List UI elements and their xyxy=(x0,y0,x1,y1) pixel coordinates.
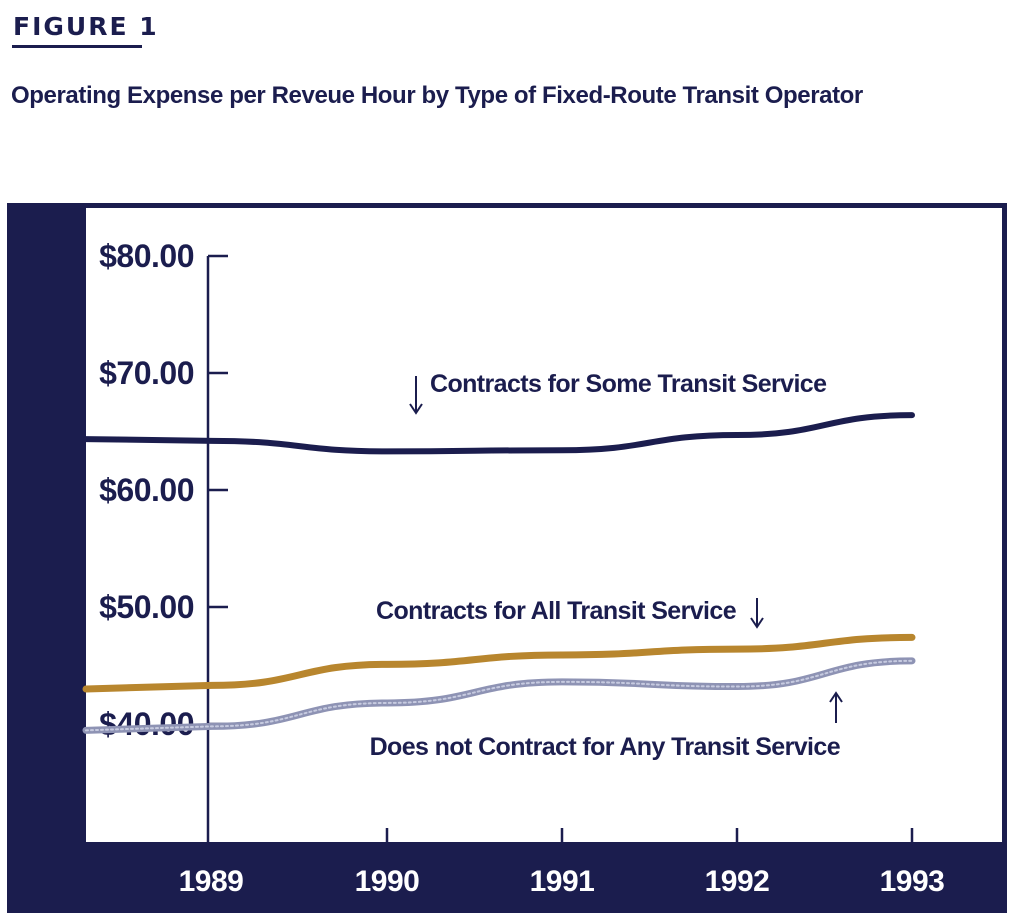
series-label-none: Does not Contract for Any Transit Servic… xyxy=(370,733,841,761)
x-axis-ticks: 1989 1990 1991 1992 1993 xyxy=(179,828,945,898)
y-tick-label: $60.00 xyxy=(99,472,194,508)
series-label-all: Contracts for All Transit Service xyxy=(376,597,737,625)
y-tick-label: $50.00 xyxy=(99,589,194,625)
series-line-all xyxy=(82,633,916,693)
series-label-some: Contracts for Some Transit Service xyxy=(430,370,827,398)
series-line-none-texture xyxy=(85,659,913,732)
x-tick-label: 1992 xyxy=(705,865,770,898)
y-axis-ticks: $40.00$50.00$60.00$70.00$80.00 xyxy=(99,238,228,742)
series-lines xyxy=(82,412,916,734)
series-labels: Contracts for Some Transit Service Contra… xyxy=(370,370,843,761)
y-tick-label: $70.00 xyxy=(99,355,194,391)
y-tick-label: $80.00 xyxy=(99,238,194,274)
x-tick-label: 1990 xyxy=(355,865,420,898)
chart-title: Operating Expense per Reveue Hour by Typ… xyxy=(11,82,863,109)
x-tick-label: 1989 xyxy=(179,865,244,898)
figure-label-underline xyxy=(12,45,142,48)
series-line-some xyxy=(83,412,915,455)
x-tick-label: 1991 xyxy=(530,865,595,898)
arrow-head-icon xyxy=(829,691,843,703)
figure-label: FIGURE 1 xyxy=(13,12,159,41)
arrow-head-icon xyxy=(409,403,423,415)
plot-area xyxy=(86,208,1002,842)
arrow-head-icon xyxy=(750,617,764,629)
x-tick-label: 1993 xyxy=(880,865,945,898)
